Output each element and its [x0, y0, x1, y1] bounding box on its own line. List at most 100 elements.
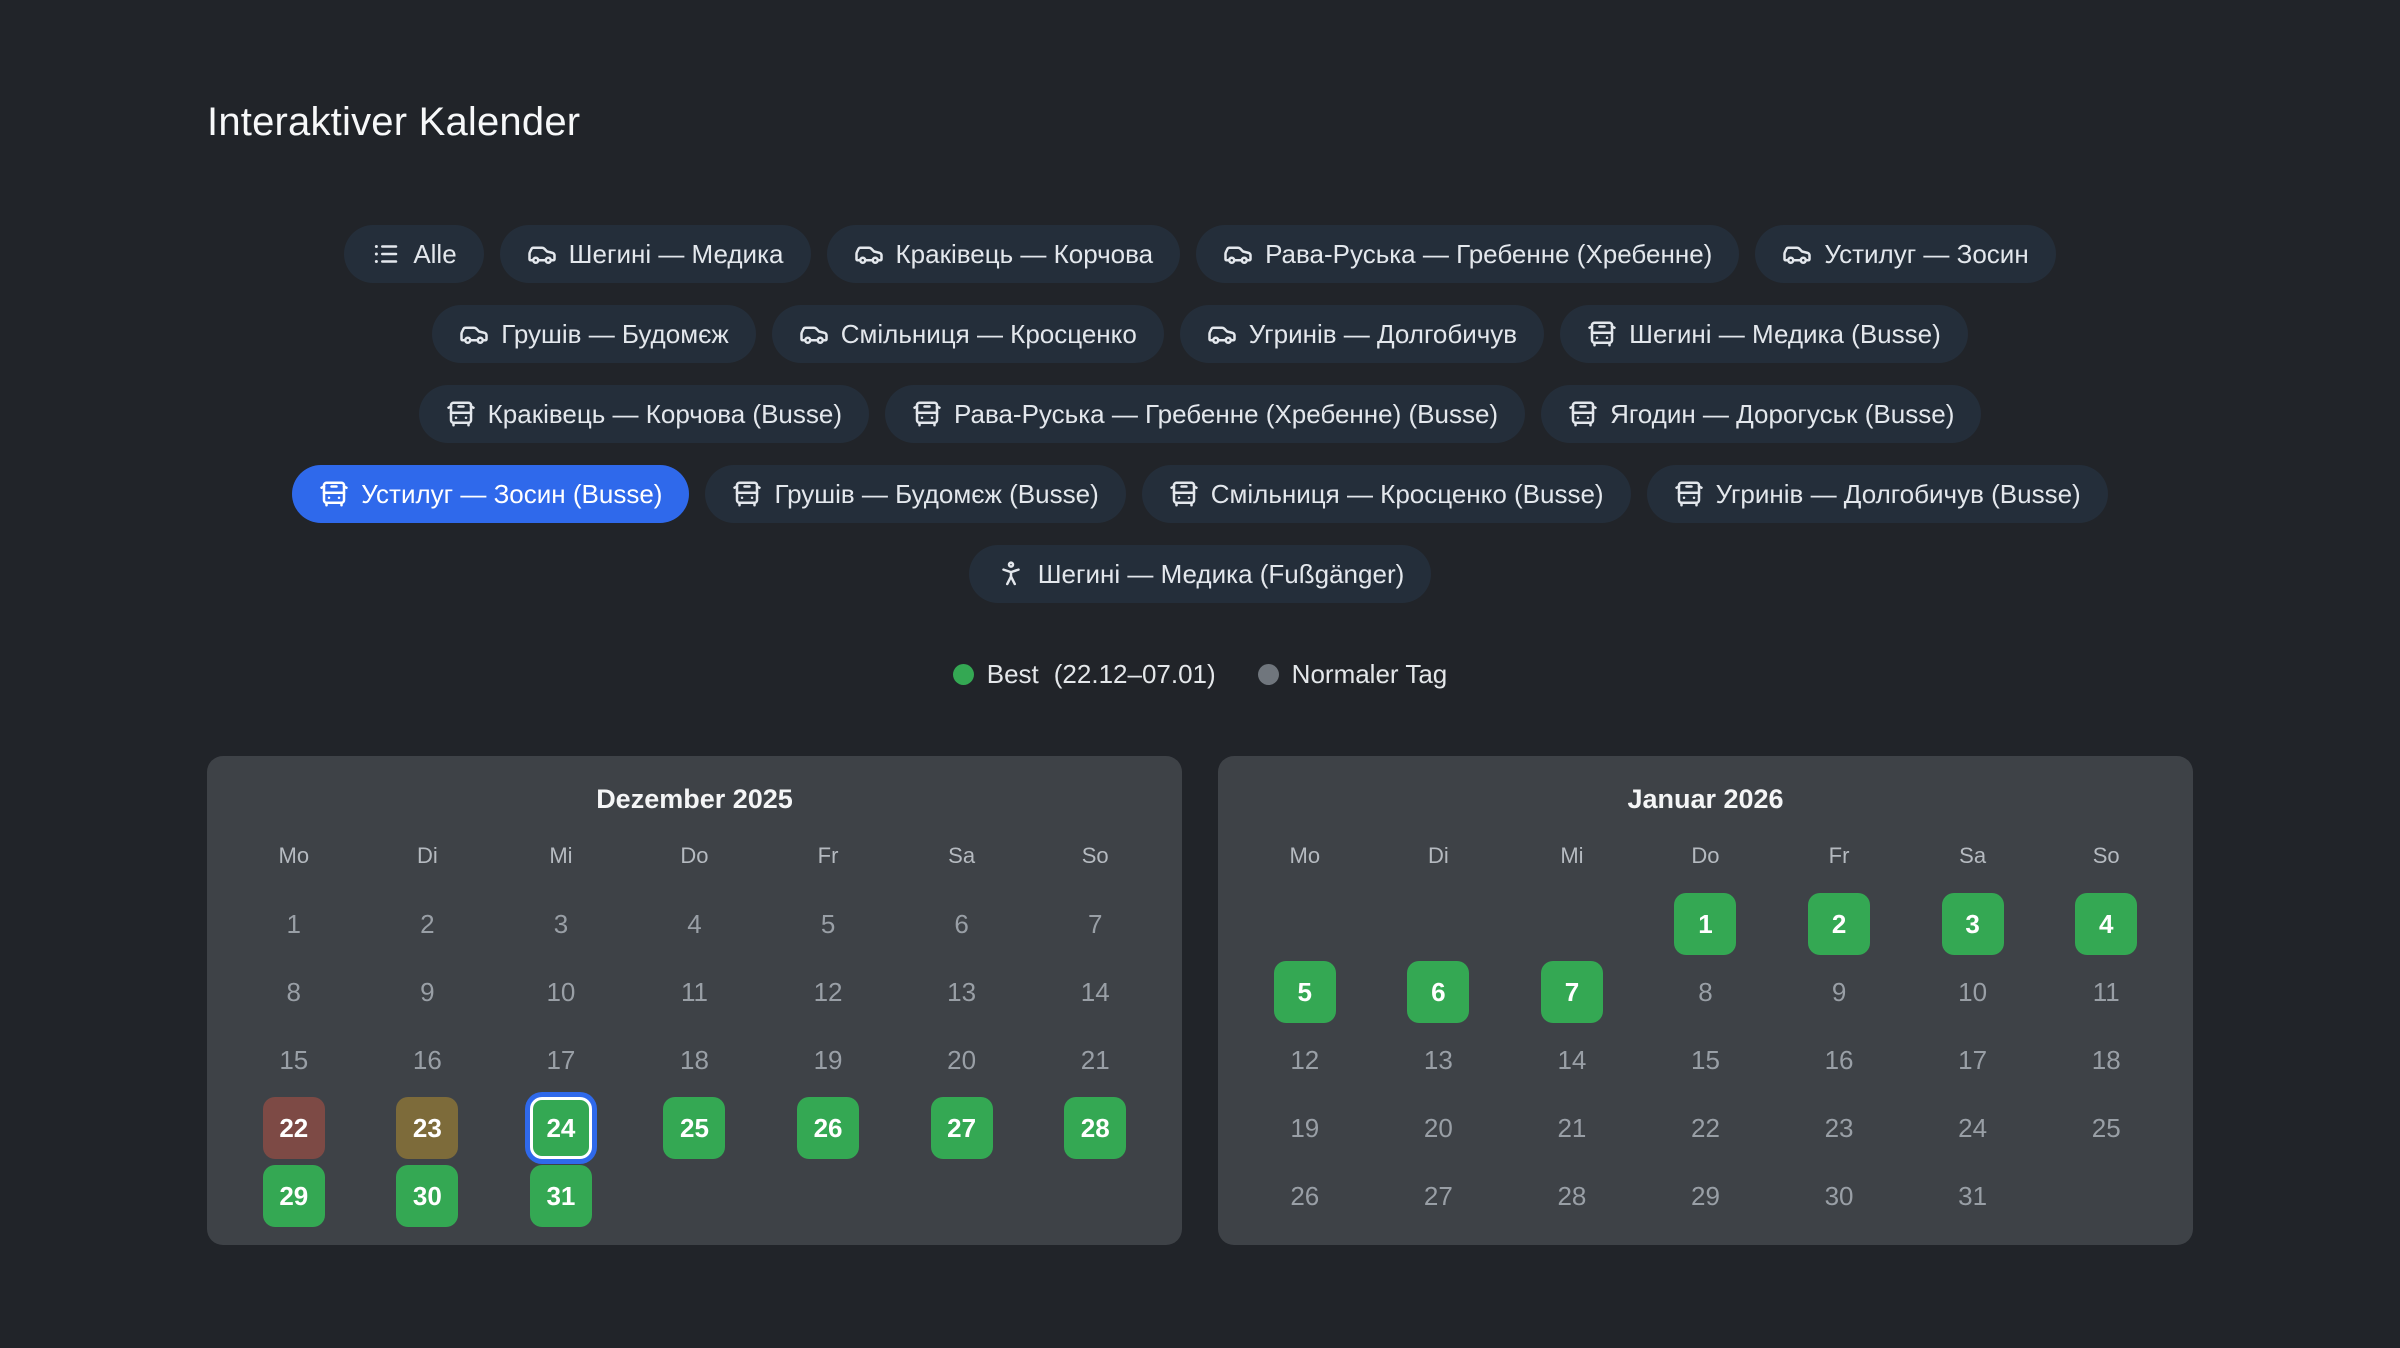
day-cell[interactable]: 9: [1831, 976, 1847, 1007]
day-cell[interactable]: 7: [1087, 908, 1103, 939]
car-icon: [1782, 239, 1812, 269]
day-cell[interactable]: 30: [1824, 1180, 1854, 1211]
legend-best-range: (22.12–07.01): [1053, 659, 1216, 689]
filter-chip[interactable]: Устилуг — Зосин: [1755, 225, 2056, 283]
day-cell[interactable]: 24: [529, 1097, 592, 1159]
day-cell[interactable]: 5: [1273, 961, 1336, 1023]
day-cell[interactable]: 18: [680, 1044, 709, 1075]
filter-rows: Alle Шегині — Медика Краківець — Корчова Ра…: [207, 225, 2193, 603]
day-cell[interactable]: 6: [954, 908, 969, 939]
bus-icon: [1587, 319, 1617, 349]
day-cell[interactable]: 20: [1423, 1112, 1453, 1143]
day-cell[interactable]: 22: [1691, 1112, 1720, 1143]
day-cell[interactable]: 21: [1080, 1044, 1110, 1075]
day-cell[interactable]: 8: [286, 976, 302, 1007]
day-cell[interactable]: 18: [2091, 1044, 2121, 1075]
day-cell[interactable]: 29: [262, 1165, 325, 1227]
day-cell[interactable]: 28: [1557, 1180, 1587, 1211]
day-cell[interactable]: 16: [412, 1044, 442, 1075]
filter-chip[interactable]: Шегині — Медика (Busse): [1560, 305, 1968, 363]
day-cell[interactable]: 12: [1290, 1044, 1320, 1075]
weekday-label: Do: [1691, 843, 1720, 868]
day-cell[interactable]: 11: [680, 976, 708, 1007]
filter-chip[interactable]: Краківець — Корчова (Busse): [418, 385, 870, 443]
day-cell[interactable]: 31: [1958, 1180, 1988, 1211]
car-icon: [799, 319, 829, 349]
filter-row: Alle Шегині — Медика Краківець — Корчова Ра…: [207, 225, 2193, 283]
legend-item-best: Best (22.12–07.01): [952, 659, 1216, 690]
day-cell[interactable]: 26: [1290, 1180, 1320, 1211]
day-cell[interactable]: 19: [813, 1044, 843, 1075]
day-cell[interactable]: 19: [1290, 1112, 1320, 1143]
day-cell[interactable]: 15: [1691, 1044, 1720, 1075]
day-cell[interactable]: 17: [546, 1044, 576, 1075]
day-cell[interactable]: 24: [1958, 1112, 1988, 1143]
filter-chip[interactable]: Шегині — Медика (Fußgänger): [968, 545, 1432, 603]
filter-chip[interactable]: Рава-Руська — Гребенне (Хребенне) (Busse…: [885, 385, 1526, 443]
calendar-grid: Mo Di Mi Do Fr Sa So 1 2 3 4 5 6 7 8 9 10 11 12 13 14 15 16 17 1…: [227, 841, 1162, 1227]
filter-chip[interactable]: Угринів — Долгобичув: [1179, 305, 1545, 363]
day-cell[interactable]: 12: [813, 976, 843, 1007]
day-cell[interactable]: 15: [279, 1044, 309, 1075]
filter-chip[interactable]: Смільниця — Кросценко: [771, 305, 1164, 363]
day-cell[interactable]: 31: [529, 1165, 592, 1227]
weekday-label: So: [2092, 843, 2120, 868]
car-icon: [1207, 319, 1237, 349]
filter-chip[interactable]: Шегині — Медика: [499, 225, 811, 283]
car-icon: [527, 239, 557, 269]
day-cell[interactable]: 10: [546, 976, 576, 1007]
day-cell[interactable]: 23: [1824, 1112, 1854, 1143]
filter-chip[interactable]: Угринів — Долгобичув (Busse): [1646, 465, 2108, 523]
day-cell[interactable]: 2: [1808, 893, 1871, 955]
day-cell[interactable]: 29: [1691, 1180, 1720, 1211]
day-cell[interactable]: 1: [1674, 893, 1737, 955]
page: Interaktiver Kalender Alle Шегині — Медик…: [207, 0, 2193, 1245]
day-cell[interactable]: 20: [947, 1044, 977, 1075]
day-cell[interactable]: 4: [2075, 893, 2138, 955]
filter-chip-label: Краківець — Корчова: [895, 238, 1154, 269]
day-cell[interactable]: 27: [1423, 1180, 1453, 1211]
day-cell[interactable]: 3: [553, 908, 569, 939]
filter-chip[interactable]: Alle: [344, 225, 484, 283]
day-cell[interactable]: 27: [930, 1097, 993, 1159]
day-cell[interactable]: 16: [1824, 1044, 1854, 1075]
day-cell[interactable]: 30: [396, 1165, 459, 1227]
filter-row: Устилуг — Зосин (Busse) Грушів — Будомєж …: [207, 465, 2193, 523]
day-cell[interactable]: 23: [396, 1097, 459, 1159]
day-cell[interactable]: 10: [1958, 976, 1988, 1007]
day-cell[interactable]: 2: [420, 908, 435, 939]
bus-icon: [1169, 479, 1199, 509]
day-cell[interactable]: 14: [1080, 976, 1110, 1007]
empty-day-cell: [1407, 893, 1469, 955]
filter-chip[interactable]: Грушів — Будомєж: [432, 305, 756, 363]
filter-chip[interactable]: Смільниця — Кросценко (Busse): [1141, 465, 1631, 523]
day-cell[interactable]: 22: [262, 1097, 325, 1159]
day-cell[interactable]: 1: [286, 908, 302, 939]
day-cell[interactable]: 25: [2091, 1112, 2121, 1143]
day-cell[interactable]: 17: [1958, 1044, 1988, 1075]
filter-chip[interactable]: Грушів — Будомєж (Busse): [705, 465, 1126, 523]
empty-day-cell: [1541, 893, 1603, 955]
day-cell[interactable]: 3: [1941, 893, 2004, 955]
day-cell[interactable]: 26: [797, 1097, 860, 1159]
bus-icon: [912, 399, 942, 429]
day-cell[interactable]: 6: [1407, 961, 1470, 1023]
day-cell[interactable]: 28: [1064, 1097, 1127, 1159]
day-cell[interactable]: 13: [1423, 1044, 1453, 1075]
day-cell[interactable]: 13: [947, 976, 977, 1007]
day-cell[interactable]: 21: [1557, 1112, 1587, 1143]
day-cell[interactable]: 11: [2092, 976, 2120, 1007]
filter-chip[interactable]: Рава-Руська — Гребенне (Хребенне): [1196, 225, 1740, 283]
day-cell[interactable]: 7: [1540, 961, 1603, 1023]
day-cell[interactable]: 8: [1698, 976, 1713, 1007]
day-cell[interactable]: 4: [687, 908, 702, 939]
filter-chip[interactable]: Ягодин — Дорогуськ (Busse): [1541, 385, 1982, 443]
day-cell[interactable]: 9: [420, 976, 435, 1007]
day-cell[interactable]: 25: [663, 1097, 726, 1159]
filter-chip[interactable]: Устилуг — Зосин (Busse): [292, 465, 690, 523]
day-cell[interactable]: 14: [1557, 1044, 1587, 1075]
filter-chip[interactable]: Краківець — Корчова: [826, 225, 1181, 283]
filter-chip-label: Грушів — Будомєж (Busse): [774, 478, 1099, 509]
filter-chip-label: Рава-Руська — Гребенне (Хребенне): [1265, 238, 1713, 269]
day-cell[interactable]: 5: [820, 908, 836, 939]
